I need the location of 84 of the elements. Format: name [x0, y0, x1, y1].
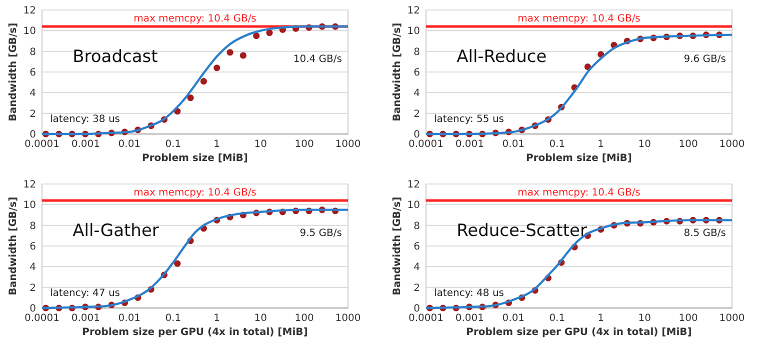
x-tick-label: 1000: [719, 139, 745, 150]
y-tick-label: 8: [414, 220, 420, 232]
y-tick-label: 6: [414, 242, 420, 252]
x-tick-label: 0.01: [502, 139, 525, 150]
y-tick-label: 12: [23, 180, 36, 190]
y-tick-label: 2: [30, 282, 36, 294]
y-tick-label: 4: [30, 88, 36, 100]
x-tick-label: 0.0001: [24, 139, 60, 150]
annotation: 8.5 GB/s: [684, 228, 726, 240]
x-tick-label: 10: [254, 313, 267, 324]
y-tick-label: 0: [30, 304, 36, 314]
y-tick-label: 2: [414, 282, 420, 294]
y-axis-title: Bandwidth [GB/s]: [392, 196, 403, 296]
ref-line-label: max memcpy: 10.4 GB/s: [134, 14, 256, 25]
x-tick-label: 0.001: [71, 139, 100, 150]
y-tick-label: 6: [30, 242, 36, 252]
x-tick-label: 0.01: [118, 313, 141, 324]
x-tick-label: 1: [598, 139, 604, 150]
x-axis-title: Problem size per GPU (4x in total) [MiB]: [82, 327, 308, 338]
x-tick-label: 100: [294, 139, 314, 150]
text: Reduce-Scatter: [456, 221, 587, 242]
y-tick-label: 8: [30, 46, 36, 58]
x-tick-label: 0.0001: [24, 313, 60, 324]
y-tick-label: 12: [407, 180, 420, 190]
annotation: latency: 55 us: [434, 114, 504, 125]
annotation: latency: 47 us: [50, 288, 120, 299]
y-tick-label: 2: [30, 108, 36, 120]
y-tick-label: 4: [30, 262, 36, 274]
y-tick-label: 12: [407, 6, 420, 16]
text: All-Reduce: [456, 47, 547, 68]
x-tick-label: 1000: [719, 313, 745, 324]
y-axis-title: Bandwidth [GB/s]: [392, 22, 403, 122]
x-tick-label: 1: [214, 313, 220, 324]
annotation: 9.6 GB/s: [684, 54, 726, 66]
y-tick-label: 4: [414, 262, 420, 274]
y-tick-label: 6: [414, 68, 420, 78]
x-tick-label: 0.001: [455, 313, 484, 324]
x-axis-title: Problem size per GPU (4x in total) [MiB]: [466, 327, 692, 338]
y-axis-title: Bandwidth [GB/s]: [8, 22, 19, 122]
x-tick-label: 1: [598, 313, 604, 324]
x-tick-label: 100: [678, 139, 698, 150]
annotation: latency: 38 us: [50, 114, 120, 125]
x-tick-label: 0.01: [502, 313, 525, 324]
y-tick-label: 10: [407, 26, 420, 38]
x-tick-label: 100: [678, 313, 698, 324]
y-tick-label: 4: [414, 88, 420, 100]
y-tick-label: 0: [414, 130, 420, 140]
x-tick-label: 0.1: [165, 313, 182, 324]
x-tick-label: 0.1: [549, 139, 566, 150]
text: All-Gather: [72, 221, 159, 242]
y-tick-label: 8: [414, 46, 420, 58]
x-tick-label: 1000: [335, 313, 361, 324]
x-tick-label: 0.1: [165, 139, 182, 150]
y-tick-label: 6: [30, 68, 36, 78]
ref-line-label: max memcpy: 10.4 GB/s: [518, 14, 640, 25]
y-axis-title: Bandwidth [GB/s]: [8, 196, 19, 296]
annotation: latency: 48 us: [434, 288, 504, 299]
y-tick-label: 2: [414, 108, 420, 120]
x-tick-label: 1000: [335, 139, 361, 150]
x-tick-label: 1: [214, 139, 220, 150]
x-axis-title: Problem size [MiB]: [142, 153, 248, 164]
annotation: 9.5 GB/s: [300, 228, 342, 240]
ref-line-label: max memcpy: 10.4 GB/s: [134, 188, 256, 199]
ref-line-label: max memcpy: 10.4 GB/s: [518, 188, 640, 199]
y-tick-label: 12: [23, 6, 36, 16]
x-tick-label: 0.1: [549, 313, 566, 324]
y-tick-label: 8: [30, 220, 36, 232]
x-tick-label: 0.001: [455, 139, 484, 150]
text: Broadcast: [72, 47, 158, 68]
y-tick-label: 10: [23, 26, 36, 38]
x-tick-label: 0.0001: [408, 313, 444, 324]
x-axis-title: Problem size [MiB]: [526, 153, 632, 164]
y-tick-label: 10: [23, 200, 36, 212]
y-tick-label: 0: [414, 304, 420, 314]
x-tick-label: 100: [294, 313, 314, 324]
x-tick-label: 10: [254, 139, 267, 150]
x-tick-label: 10: [638, 313, 651, 324]
y-tick-label: 10: [407, 200, 420, 212]
x-tick-label: 0.001: [71, 313, 100, 324]
y-tick-label: 0: [30, 130, 36, 140]
x-tick-label: 0.01: [118, 139, 141, 150]
x-tick-label: 10: [638, 139, 651, 150]
annotation: 10.4 GB/s: [293, 54, 342, 66]
x-tick-label: 0.0001: [408, 139, 444, 150]
